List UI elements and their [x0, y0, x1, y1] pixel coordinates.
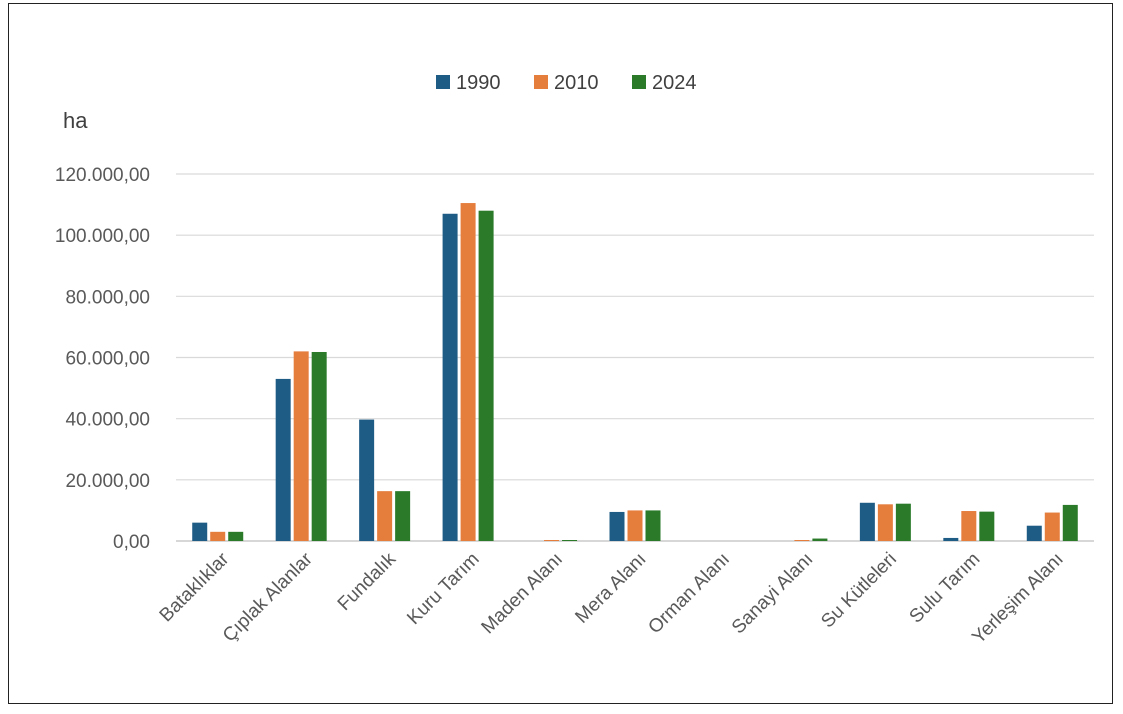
bar-1990-8: [859, 502, 875, 541]
y-tick-label: 60.000,00: [65, 349, 150, 370]
bar-2024-0: [228, 531, 244, 541]
y-axis-unit-label: ha: [63, 108, 88, 133]
bar-1990-2: [359, 419, 375, 541]
x-category-label: Bataklıklar: [156, 548, 234, 626]
gridlines: [176, 173, 1094, 542]
y-tick-label: 40.000,00: [65, 410, 150, 431]
y-tick-label: 100.000,00: [55, 226, 150, 247]
bar-1990-5: [609, 511, 625, 541]
bar-2024-9: [979, 511, 995, 541]
bar-2010-7: [794, 540, 810, 541]
legend-label: 2024: [652, 72, 697, 94]
x-category-label: Su Kütleleri: [817, 549, 901, 633]
legend-swatch: [534, 75, 548, 89]
bar-2024-1: [311, 351, 327, 541]
x-category-label: Maden Alanı: [478, 549, 568, 639]
bar-2024-3: [478, 210, 494, 541]
bar-2010-1: [293, 351, 309, 541]
bar-2024-10: [1062, 504, 1078, 541]
bar-1990-3: [442, 213, 458, 541]
y-tick-label: 20.000,00: [65, 471, 150, 492]
x-category-label: Sulu Tarım: [906, 549, 985, 628]
y-tick-label: 80.000,00: [65, 287, 150, 308]
bar-1990-0: [192, 522, 208, 541]
bars: [192, 203, 1078, 541]
bar-1990-10: [1026, 525, 1042, 541]
x-category-label: Mera Alanı: [571, 549, 650, 628]
bar-2024-2: [395, 491, 411, 541]
bar-2010-8: [877, 504, 893, 541]
bar-2024-4: [562, 540, 578, 541]
y-tick-label: 0,00: [113, 532, 150, 553]
legend-label: 2010: [554, 72, 599, 94]
x-category-label: Kuru Tarım: [403, 549, 483, 629]
legend-swatch: [436, 75, 450, 89]
bar-2024-7: [812, 538, 828, 541]
legend-swatch: [632, 75, 646, 89]
bar-2010-0: [210, 531, 226, 541]
x-category-label: Çıplak Alanlar: [219, 548, 317, 646]
bar-2010-3: [460, 203, 476, 541]
bar-2010-10: [1044, 512, 1060, 541]
bar-1990-1: [275, 378, 291, 541]
bar-1990-9: [943, 537, 959, 541]
bar-2024-8: [895, 503, 911, 541]
bar-2024-5: [645, 510, 661, 541]
chart-frame: [8, 3, 1113, 704]
y-axis-ticks: 0,00 20.000,00 40.000,00 60.000,00 80.000,00…: [55, 165, 150, 553]
y-tick-label: 120.000,00: [55, 165, 150, 186]
x-category-label: Orman Alanı: [644, 549, 734, 639]
x-category-label: Sanayi Alanı: [728, 549, 818, 639]
bar-2010-4: [544, 540, 560, 541]
legend: 1990 2010 2024: [436, 72, 697, 94]
x-category-label: Fundalık: [334, 548, 401, 615]
legend-label: 1990: [456, 72, 501, 94]
bar-2010-5: [627, 510, 643, 541]
bar-2010-2: [377, 491, 393, 541]
bar-2010-9: [961, 511, 977, 541]
